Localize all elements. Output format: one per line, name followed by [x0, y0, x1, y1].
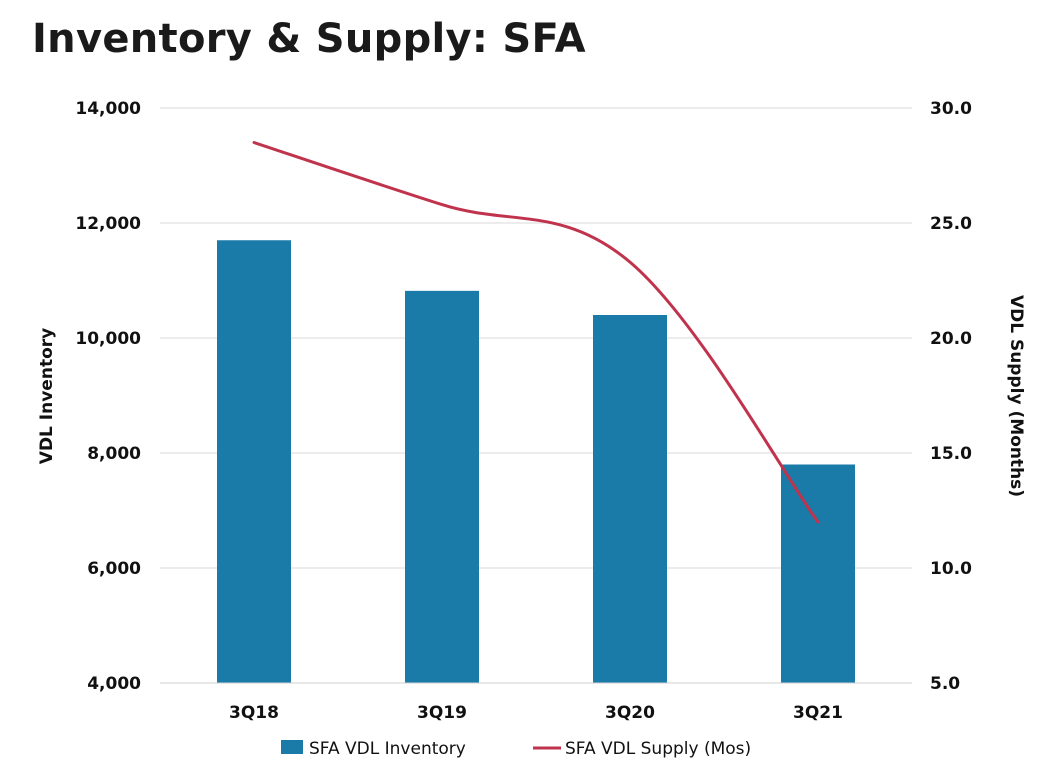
chart-title: Inventory & Supply: SFA	[32, 16, 586, 62]
x-tick-label: 3Q19	[417, 703, 467, 723]
bar-series	[217, 240, 855, 683]
legend-swatch-inventory	[281, 740, 303, 754]
legend: SFA VDL Inventory SFA VDL Supply (Mos)	[281, 739, 751, 759]
bar-3q20	[593, 315, 667, 683]
y-left-axis-title: VDL Inventory	[37, 328, 57, 464]
y-left-tick-label: 6,000	[87, 559, 141, 579]
axes: 4,000 6,000 8,000 10,000 12,000 14,000 5.0 10.0…	[75, 99, 972, 723]
line-series	[252, 141, 820, 524]
bar-3q21	[781, 464, 855, 683]
y-left-tick-label: 8,000	[87, 444, 141, 464]
y-right-tick-label: 30.0	[930, 99, 972, 119]
y-left-tick-label: 12,000	[75, 214, 141, 234]
y-right-axis-title: VDL Supply (Months)	[1006, 295, 1026, 497]
legend-label-inventory: SFA VDL Inventory	[309, 739, 466, 759]
y-right-tick-label: 20.0	[930, 329, 972, 349]
bar-3q19	[405, 290, 479, 683]
x-tick-label: 3Q20	[605, 703, 655, 723]
y-right-tick-label: 10.0	[930, 559, 972, 579]
x-tick-label: 3Q21	[793, 703, 843, 723]
y-left-tick-label: 4,000	[87, 674, 141, 694]
y-left-tick-label: 14,000	[75, 99, 141, 119]
y-right-tick-label: 5.0	[930, 674, 960, 694]
y-right-tick-label: 25.0	[930, 214, 972, 234]
y-right-tick-label: 15.0	[930, 444, 972, 464]
x-tick-label: 3Q18	[229, 703, 279, 723]
supply-line	[252, 141, 820, 524]
y-left-tick-label: 10,000	[75, 329, 141, 349]
legend-label-supply: SFA VDL Supply (Mos)	[565, 739, 751, 759]
bar-3q18	[217, 240, 291, 683]
